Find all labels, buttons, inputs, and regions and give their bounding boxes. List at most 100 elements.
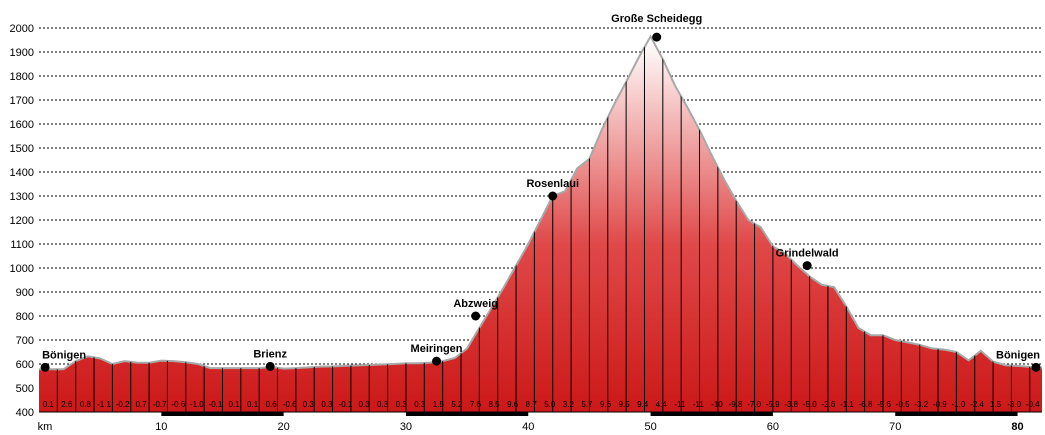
gradient-label: 0.1 [43,400,55,409]
gradient-labels-layer: 0.1 2.6 0.8 -1.1 -0.2 0.7 -0.7 -0.6 -1.0 -0.1 0.1 0… [43,400,1040,409]
x-axis-segment [405,412,529,416]
gradient-label: -1.0 [952,400,966,409]
x-tick-label: 70 [889,421,901,433]
gradient-label: 0.3 [321,400,333,409]
gradient-label: -0.1 [209,400,223,409]
y-tick-label: 1800 [10,71,34,83]
y-tick-label: 1000 [10,263,34,275]
gradient-label: -0.4 [1026,400,1040,409]
gradient-label: 3.2 [563,400,575,409]
gradient-label: 7.6 [470,400,482,409]
y-tick-label: 1900 [10,47,34,59]
waypoint-marker [265,361,275,371]
gradient-label: -1.1 [840,400,854,409]
gradient-label: -7.0 [747,400,761,409]
y-tick-label: 1500 [10,143,34,155]
gradient-label: -11 [693,400,705,409]
x-axis-segment [161,412,284,416]
gradient-label: -0.5 [896,400,910,409]
gradient-label: 5.0 [544,400,556,409]
x-axis-segment [650,412,773,416]
gradient-label: 1.5 [433,400,445,409]
gradient-label: -5.9 [766,400,780,409]
elevation-outline [39,34,1043,371]
gradient-label: -6.8 [859,400,873,409]
y-tick-label: 800 [16,311,34,323]
x-tick-label: 80 [1011,421,1023,433]
area-layer [39,34,1043,413]
gradient-label: 9.4 [637,400,649,409]
waypoint-marker [1031,362,1041,372]
gradient-label: -1.0 [190,400,204,409]
y-tick-label: 1300 [10,191,34,203]
y-tick-label: 1600 [10,119,34,131]
gradient-label: -5.0 [803,400,817,409]
gradient-label: 0.1 [247,400,259,409]
gradient-label: -5.6 [877,400,891,409]
gradient-label: 2.6 [61,400,73,409]
gradient-label: 0.6 [266,400,278,409]
gradient-label: 0.3 [303,400,315,409]
y-tick-label: 1200 [10,215,34,227]
gradient-label: 0.3 [358,400,370,409]
gradient-label: -2.6 [821,400,835,409]
waypoint-label: Abzweig [453,298,498,310]
x-tick-label: 20 [278,421,290,433]
y-tick-label: 2000 [10,23,34,35]
y-tick-label: 1700 [10,95,34,107]
x-axis-segment [895,412,1018,416]
gradient-label: -0.1 [339,400,353,409]
waypoint-label: Meiringen [411,343,463,355]
x-tick-label: 10 [155,421,167,433]
gradient-label: 0.8 [80,400,92,409]
x-tick-label: 50 [644,421,656,433]
gradient-label: -9.8 [729,400,743,409]
waypoint-label: Bönigen [42,349,86,361]
y-tick-label: 500 [16,383,34,395]
gradient-label: 1.5 [990,400,1002,409]
x-tick-label: 30 [400,421,412,433]
gradient-label: 8.7 [526,400,538,409]
waypoint-marker [471,311,481,321]
gradient-label: 9.6 [507,400,519,409]
gradient-label: 0.3 [414,400,426,409]
waypoint-label: Grindelwald [776,248,839,260]
waypoint-marker [548,191,558,201]
gradient-label: 5.2 [451,400,463,409]
gradient-label: 9.5 [619,400,631,409]
gradient-label: 9.6 [600,400,612,409]
gradient-label: 5.7 [581,400,593,409]
y-tick-label: 400 [16,407,34,419]
waypoint-label: Große Scheidegg [611,13,702,25]
gradient-label: -0.6 [171,400,185,409]
gradient-label: -1.1 [97,400,111,409]
gradient-label: -3.2 [914,400,928,409]
gradient-label: -0.7 [153,400,167,409]
x-tick-label: 40 [522,421,534,433]
gradient-label: -11 [674,400,686,409]
waypoint-label: Bönigen [996,349,1040,361]
y-tick-label: 1100 [10,239,34,251]
gradient-label: -3.8 [784,400,798,409]
gradient-label: 0.3 [396,400,408,409]
x-tick-label: 60 [767,421,779,433]
waypoint-label: Brienz [253,348,287,360]
gradient-label: -10 [711,400,723,409]
gradient-label: -0.2 [116,400,130,409]
x-tick-label: km [38,421,53,433]
axis-layer: 400 500 600 700 800 900 1000 1100 1200 1300 1400 15… [10,23,1042,433]
gradient-label: -0.9 [933,400,947,409]
gradient-label: -2.4 [970,400,984,409]
waypoint-label: Rosenlaui [526,178,579,190]
gradient-label: 4.4 [656,400,668,409]
y-tick-label: 900 [16,287,34,299]
gradient-label: 0.1 [228,400,240,409]
waypoint-marker [40,362,50,372]
waypoints-layer: Bönigen Brienz Meiringen Abzweig Rosenlaui Gr… [40,13,1041,372]
gradient-label: -0.6 [283,400,297,409]
y-tick-label: 700 [16,335,34,347]
waypoint-marker [652,32,662,42]
gradient-label: -3.0 [1007,400,1021,409]
